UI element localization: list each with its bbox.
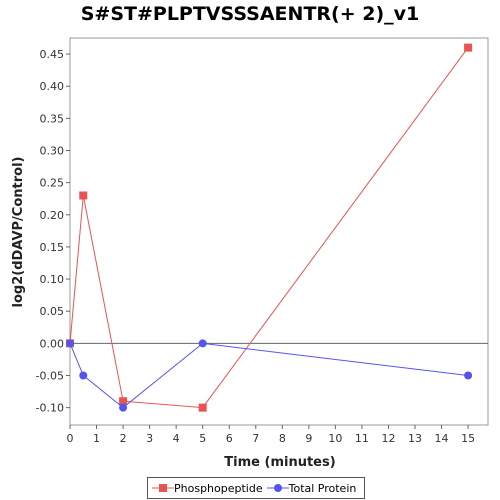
x-axis-label: Time (minutes) xyxy=(224,455,335,470)
data-point-total-protein xyxy=(119,403,128,412)
data-point-total-protein xyxy=(79,371,88,380)
legend-item-phosphopeptide: Phosphopeptide xyxy=(152,482,263,495)
y-tick-label: 0.35 xyxy=(40,112,65,125)
y-tick-label: 0.10 xyxy=(40,273,65,286)
y-tick-label: 0.20 xyxy=(40,209,65,222)
data-point-phosphopeptide xyxy=(198,403,207,412)
y-tick-label: 0.30 xyxy=(40,145,65,158)
x-tick-label: 9 xyxy=(305,432,312,445)
data-point-phosphopeptide xyxy=(464,43,473,52)
x-tick-label: 7 xyxy=(252,432,259,445)
y-tick-label: 0.00 xyxy=(40,337,65,350)
x-tick-label: 8 xyxy=(279,432,286,445)
y-tick-label: 0.40 xyxy=(40,80,65,93)
legend-label-phosphopeptide: Phosphopeptide xyxy=(174,481,263,495)
y-tick-label: -0.10 xyxy=(36,402,64,415)
y-tick-label: 0.45 xyxy=(40,48,65,61)
plot-frame xyxy=(69,37,489,426)
chart-title: S#ST#PLPTVSSSAENTR(+ 2)_v1 xyxy=(80,3,420,25)
x-tick-label: 11 xyxy=(355,432,369,445)
x-tick-label: 0 xyxy=(67,432,74,445)
x-tick-label: 12 xyxy=(381,432,395,445)
data-point-total-protein xyxy=(464,371,473,380)
x-tick-label: 13 xyxy=(408,432,422,445)
legend-label-total-protein: Total Protein xyxy=(288,481,357,495)
x-tick-label: 5 xyxy=(199,432,206,445)
x-tick-label: 6 xyxy=(226,432,233,445)
data-point-total-protein xyxy=(66,339,74,348)
x-tick-label: 2 xyxy=(120,432,127,445)
x-tick-label: 14 xyxy=(435,432,449,445)
y-tick-label: -0.05 xyxy=(36,370,64,383)
x-tick-label: 3 xyxy=(146,432,153,445)
legend: Phosphopeptide Total Protein xyxy=(147,477,366,499)
x-tick-label: 15 xyxy=(461,432,475,445)
legend-item-total-protein: Total Protein xyxy=(266,481,357,495)
legend-swatch-phosphopeptide xyxy=(152,484,174,492)
y-tick-label: 0.25 xyxy=(40,177,65,190)
series-line-phosphopeptide xyxy=(69,47,469,409)
data-point-total-protein xyxy=(198,339,207,348)
y-axis-label: log2(dDAVP/Control) xyxy=(11,157,26,308)
data-point-phosphopeptide xyxy=(119,397,128,406)
x-tick-label: 1 xyxy=(93,432,100,445)
legend-swatch-total-protein xyxy=(266,484,289,492)
series-line-total-protein xyxy=(69,342,469,409)
x-tick-label: 4 xyxy=(173,432,180,445)
y-tick-label: 0.05 xyxy=(40,305,65,318)
y-tick-label: 0.15 xyxy=(40,241,65,254)
data-point-phosphopeptide xyxy=(79,191,88,200)
x-tick-label: 10 xyxy=(328,432,342,445)
plot-area: -0.10 -0.05 0.00 0.05 0.10 0.15 0.20 0.25 0.30 0.… xyxy=(36,37,489,445)
